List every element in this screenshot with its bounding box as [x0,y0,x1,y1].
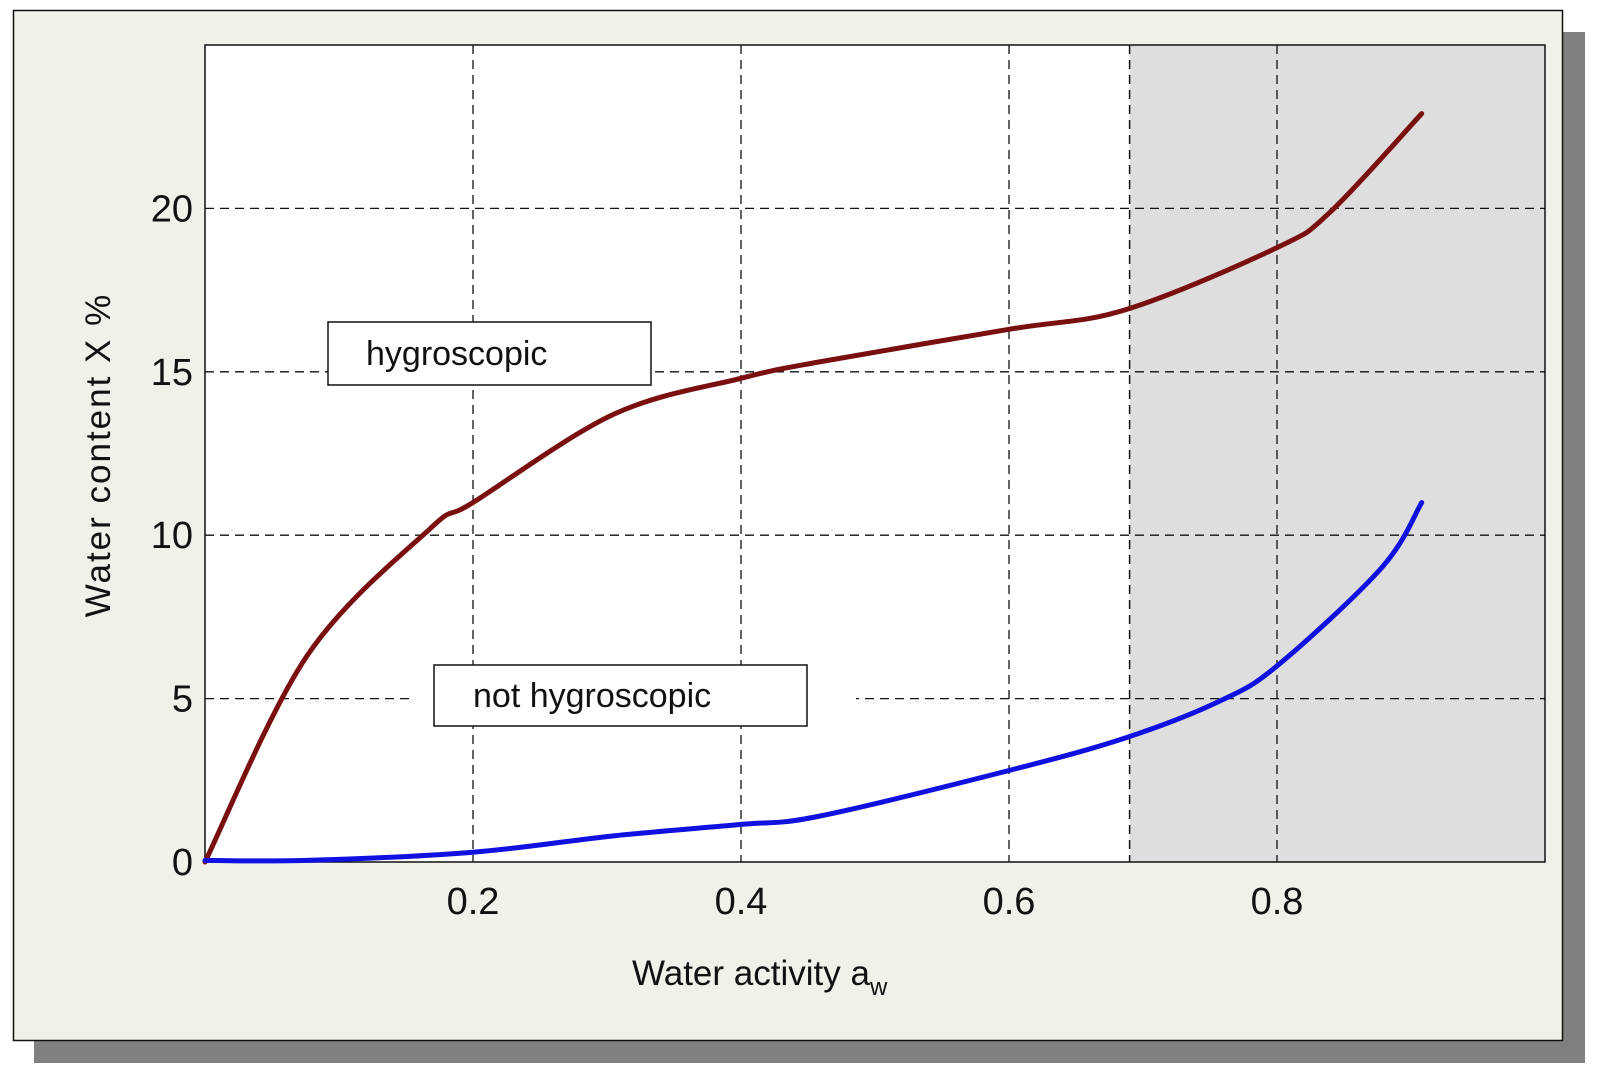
annotation-hygroscopic: hygroscopic [327,321,652,386]
series-line-hygroscopic [202,111,1425,865]
shaded-region [1129,45,1545,862]
y-axis-label: Water content X % [79,293,118,618]
series-lines [202,111,1425,865]
y-tick-label: 20 [151,188,193,230]
annotation-not-hygroscopic: not hygroscopic [433,664,808,727]
x-tick-label: 0.6 [983,881,1036,923]
annotation-hygroscopic-text: hygroscopic [366,335,547,373]
y-tick-label: 15 [151,352,193,394]
y-tick-label: 10 [151,515,193,557]
series-line-not-hygroscopic [202,500,1425,864]
x-tick-label: 0.4 [715,881,768,923]
x-axis-label: Water activity aw [632,954,888,1001]
y-tick-label: 0 [172,842,193,884]
x-tick-label: 0.8 [1251,881,1304,923]
tick-labels: 0.2 0.4 0.6 0.8 0 5 10 15 20 [151,188,1304,923]
plot-border [204,44,1546,863]
annotation-not-hygroscopic-text: not hygroscopic [473,677,711,715]
y-tick-label: 5 [172,679,193,721]
x-tick-label: 0.2 [447,881,500,923]
